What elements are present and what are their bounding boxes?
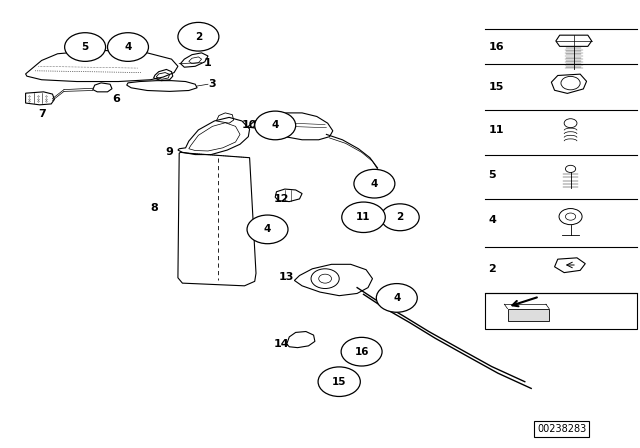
- Circle shape: [381, 204, 419, 231]
- Circle shape: [108, 33, 148, 61]
- Text: 12: 12: [274, 194, 289, 204]
- Circle shape: [342, 202, 385, 233]
- Text: 4: 4: [488, 215, 496, 224]
- Text: 00238283: 00238283: [538, 424, 586, 434]
- Text: 15: 15: [488, 82, 504, 92]
- Text: 13: 13: [278, 272, 294, 282]
- Text: 16: 16: [488, 42, 504, 52]
- Text: 3: 3: [208, 79, 216, 89]
- Text: 4: 4: [271, 121, 279, 130]
- Text: 4: 4: [371, 179, 378, 189]
- FancyBboxPatch shape: [508, 309, 549, 321]
- Text: 4: 4: [264, 224, 271, 234]
- Text: 9: 9: [165, 147, 173, 157]
- Text: 2: 2: [195, 32, 202, 42]
- Text: 16: 16: [355, 347, 369, 357]
- Text: 5: 5: [488, 170, 496, 180]
- Text: 2: 2: [396, 212, 404, 222]
- Text: 4: 4: [393, 293, 401, 303]
- Text: 4: 4: [124, 42, 132, 52]
- Text: 15: 15: [332, 377, 346, 387]
- Circle shape: [354, 169, 395, 198]
- Text: 5: 5: [81, 42, 89, 52]
- Circle shape: [341, 337, 382, 366]
- Circle shape: [178, 22, 219, 51]
- Text: 10: 10: [242, 120, 257, 129]
- Circle shape: [65, 33, 106, 61]
- Text: 11: 11: [488, 125, 504, 135]
- Text: 14: 14: [274, 339, 289, 349]
- Circle shape: [318, 367, 360, 396]
- Text: 6: 6: [112, 94, 120, 103]
- Circle shape: [255, 111, 296, 140]
- Text: 8: 8: [150, 203, 158, 213]
- Text: 11: 11: [356, 212, 371, 222]
- Circle shape: [376, 284, 417, 312]
- Text: 7: 7: [38, 109, 46, 119]
- Text: 2: 2: [488, 264, 496, 274]
- Text: 1: 1: [204, 58, 211, 68]
- Circle shape: [247, 215, 288, 244]
